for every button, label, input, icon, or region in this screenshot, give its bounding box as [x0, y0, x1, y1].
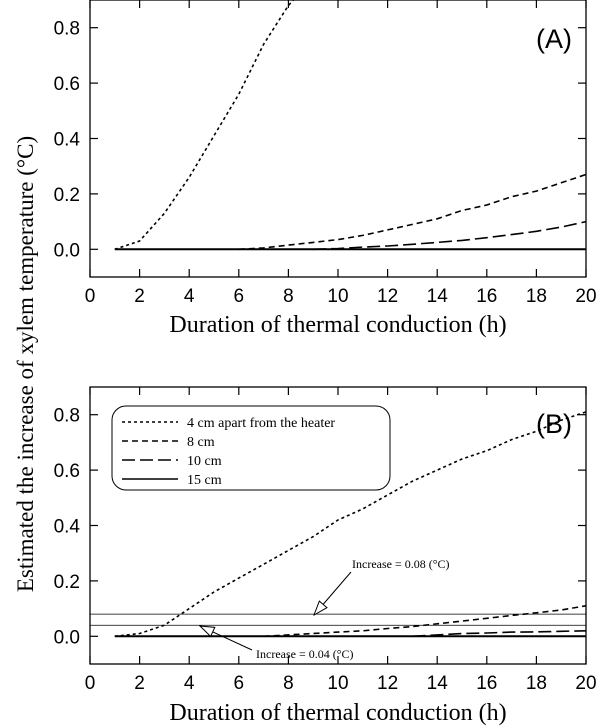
- legend-entry-15cm: 15 cm: [122, 473, 222, 488]
- panel-b-x-tick-label-1: 2: [134, 673, 145, 694]
- panel-b-x-tick-label-0: 0: [85, 673, 96, 694]
- panel-b: 0 2 4 6 8 10 12 14 16 18 20 0.0 0.2 0.4 0.6 0.8 (B) Du…: [54, 386, 597, 726]
- panel-a-x-tick-label-7: 14: [427, 286, 449, 307]
- panel-a-x-axis-title: Duration of thermal conduction (h): [169, 312, 506, 338]
- panel-a-x-tick-label-0: 0: [85, 286, 96, 307]
- panel-b-x-tick-label-5: 10: [327, 673, 348, 694]
- panel-b-x-tick-label-6: 12: [377, 673, 398, 694]
- panel-a-label: (A): [536, 24, 572, 54]
- panel-b-series: [114, 411, 587, 638]
- panel-b-y-tick-label-0: 0.0: [54, 627, 80, 648]
- panel-b-series-dot: [114, 411, 587, 638]
- legend-entry-8cm: 8 cm: [122, 435, 215, 450]
- panel-b-x-tick-label-10: 20: [575, 673, 596, 694]
- panel-a-x-tick-label-8: 16: [476, 286, 497, 307]
- panel-a-frame: [89, 0, 587, 278]
- panel-a-x-tick-label-2: 4: [184, 286, 195, 307]
- panel-b-x-tick-label-9: 18: [526, 673, 547, 694]
- panel-b-x-tick-label-4: 8: [283, 673, 294, 694]
- panel-b-y-tick-label-1: 0.2: [54, 572, 80, 593]
- legend-label-4cm: 4 cm apart from the heater: [187, 416, 335, 431]
- panel-b-y-tick-label-2: 0.4: [54, 517, 81, 538]
- annotation-upper-arrow: [314, 571, 352, 615]
- legend-entry-10cm: 10 cm: [122, 454, 222, 469]
- panel-a-x-tick-label-3: 6: [234, 286, 245, 307]
- panel-a-y-tick-label-0: 0.0: [54, 240, 80, 261]
- panel-a-x-tick-label-4: 8: [283, 286, 294, 307]
- panel-a-x-ticks: 0 2 4 6 8 10 12 14 16 18 20: [85, 0, 597, 307]
- panel-a-x-tick-label-9: 18: [526, 286, 547, 307]
- panel-a-y-tick-label-2: 0.4: [54, 130, 81, 151]
- panel-b-y-tick-label-3: 0.6: [54, 461, 80, 482]
- legend-label-8cm: 8 cm: [187, 435, 215, 450]
- panel-b-x-tick-label-8: 16: [476, 673, 497, 694]
- legend-entry-4cm: 4 cm apart from the heater: [122, 416, 335, 431]
- panel-a-series-dash: [238, 173, 587, 251]
- panel-a-x-tick-label-10: 20: [575, 286, 596, 307]
- panel-b-x-tick-label-3: 6: [234, 673, 245, 694]
- y-axis-title: Estimated the increase of xylem temperat…: [13, 136, 38, 592]
- panel-b-label: (B): [536, 409, 572, 439]
- panel-b-series-longdash: [412, 630, 587, 638]
- panel-b-y-tick-label-4: 0.8: [54, 406, 80, 427]
- panel-a-y-tick-label-1: 0.2: [54, 185, 80, 206]
- panel-b-x-ticks: 0 2 4 6 8 10 12 14 16 18 20: [85, 387, 597, 694]
- legend: 4 cm apart from the heater 8 cm 10 cm 15…: [111, 405, 391, 491]
- panel-a-series: [114, 0, 587, 251]
- legend-box: [111, 405, 391, 491]
- panel-b-x-tick-label-7: 14: [427, 673, 449, 694]
- panel-a-series-dot: [114, 0, 294, 251]
- annotation-upper-text: Increase = 0.08 (°C): [352, 557, 450, 571]
- annotation-upper: Increase = 0.08 (°C): [314, 557, 450, 615]
- panel-a-y-ticks: 0.0 0.2 0.4 0.6 0.8: [54, 19, 586, 261]
- legend-label-10cm: 10 cm: [187, 454, 222, 469]
- panel-b-y-ticks: 0.0 0.2 0.4 0.6 0.8: [54, 406, 586, 648]
- panel-a-y-tick-label-4: 0.8: [54, 19, 80, 40]
- annotation-lower-text: Increase = 0.04 (°C): [256, 647, 354, 661]
- panel-a-y-tick-label-3: 0.6: [54, 74, 80, 95]
- panel-a: 0 2 4 6 8 10 12 14 16 18 20 0.0 0.2 0.4 0.6 0.8 (A) Du…: [54, 0, 597, 338]
- panel-a-series-longdash: [313, 220, 587, 251]
- panel-b-x-tick-label-2: 4: [184, 673, 195, 694]
- annotation-lower: Increase = 0.04 (°C): [200, 626, 354, 661]
- panel-a-x-tick-label-1: 2: [134, 286, 145, 307]
- panel-a-x-tick-label-6: 12: [377, 286, 398, 307]
- legend-label-15cm: 15 cm: [187, 473, 222, 488]
- panel-b-x-axis-title: Duration of thermal conduction (h): [169, 700, 506, 726]
- panel-b-reference-lines: [90, 613, 586, 626]
- panel-a-x-tick-label-5: 10: [327, 286, 348, 307]
- panel-b-series-dash: [263, 605, 587, 638]
- annotation-lower-arrow: [200, 626, 253, 651]
